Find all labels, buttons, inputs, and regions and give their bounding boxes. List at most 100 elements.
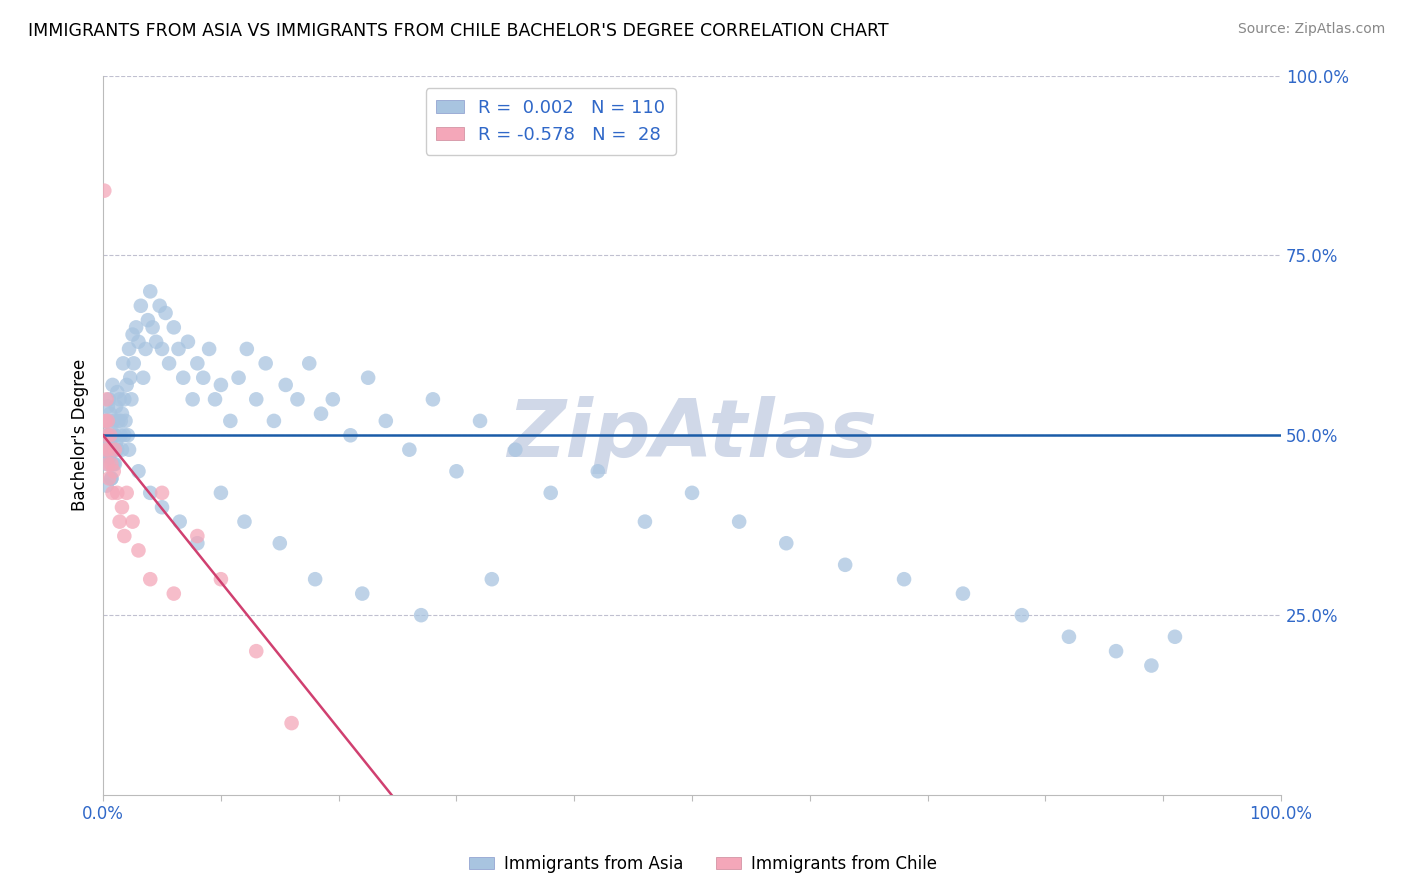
Point bbox=[117, 428, 139, 442]
Point bbox=[127, 543, 149, 558]
Point bbox=[374, 414, 396, 428]
Point bbox=[274, 378, 297, 392]
Point bbox=[93, 184, 115, 198]
Point bbox=[97, 457, 120, 471]
Point bbox=[112, 356, 135, 370]
Point bbox=[121, 327, 143, 342]
Point bbox=[186, 529, 208, 543]
Point bbox=[97, 414, 120, 428]
Y-axis label: Bachelor's Degree: Bachelor's Degree bbox=[72, 359, 89, 511]
Point bbox=[209, 572, 232, 586]
Point bbox=[98, 450, 121, 464]
Point bbox=[94, 414, 117, 428]
Point bbox=[1140, 658, 1163, 673]
Point bbox=[263, 414, 285, 428]
Point bbox=[135, 342, 157, 356]
Point bbox=[105, 400, 128, 414]
Point bbox=[111, 407, 134, 421]
Point bbox=[108, 515, 131, 529]
Point bbox=[121, 515, 143, 529]
Point bbox=[100, 457, 122, 471]
Point bbox=[398, 442, 420, 457]
Point bbox=[233, 515, 256, 529]
Point bbox=[112, 428, 135, 442]
Point bbox=[98, 435, 121, 450]
Point bbox=[304, 572, 326, 586]
Point bbox=[114, 414, 136, 428]
Point bbox=[112, 392, 135, 407]
Point bbox=[103, 464, 125, 478]
Point bbox=[118, 442, 141, 457]
Point bbox=[115, 378, 138, 392]
Point bbox=[322, 392, 344, 407]
Point bbox=[104, 428, 127, 442]
Point bbox=[681, 486, 703, 500]
Point bbox=[104, 457, 127, 471]
Point bbox=[129, 299, 152, 313]
Point bbox=[204, 392, 226, 407]
Point bbox=[586, 464, 609, 478]
Point bbox=[136, 313, 159, 327]
Point bbox=[139, 285, 162, 299]
Point bbox=[193, 370, 215, 384]
Point bbox=[411, 608, 433, 623]
Point bbox=[118, 342, 141, 356]
Point bbox=[505, 442, 527, 457]
Point bbox=[245, 392, 267, 407]
Point bbox=[186, 356, 208, 370]
Point bbox=[100, 421, 122, 435]
Point bbox=[104, 442, 127, 457]
Point bbox=[339, 428, 361, 442]
Point bbox=[1105, 644, 1128, 658]
Point bbox=[219, 414, 242, 428]
Point bbox=[269, 536, 291, 550]
Point bbox=[94, 442, 117, 457]
Point bbox=[1057, 630, 1080, 644]
Point bbox=[245, 644, 267, 658]
Text: ZipAtlas: ZipAtlas bbox=[508, 396, 877, 475]
Point bbox=[177, 334, 200, 349]
Point bbox=[150, 500, 173, 515]
Point bbox=[94, 442, 117, 457]
Point bbox=[540, 486, 562, 500]
Point bbox=[145, 334, 167, 349]
Point bbox=[834, 558, 856, 572]
Point bbox=[150, 486, 173, 500]
Point bbox=[105, 435, 128, 450]
Point bbox=[357, 370, 380, 384]
Point bbox=[167, 342, 190, 356]
Point bbox=[236, 342, 259, 356]
Point bbox=[155, 306, 177, 320]
Point bbox=[280, 716, 302, 731]
Legend: R =  0.002   N = 110, R = -0.578   N =  28: R = 0.002 N = 110, R = -0.578 N = 28 bbox=[426, 88, 676, 155]
Point bbox=[98, 392, 121, 407]
Legend: Immigrants from Asia, Immigrants from Chile: Immigrants from Asia, Immigrants from Ch… bbox=[463, 848, 943, 880]
Point bbox=[209, 378, 232, 392]
Point bbox=[139, 486, 162, 500]
Point bbox=[172, 370, 194, 384]
Point bbox=[115, 486, 138, 500]
Point bbox=[1011, 608, 1033, 623]
Point bbox=[103, 414, 125, 428]
Point bbox=[98, 407, 121, 421]
Point bbox=[209, 486, 232, 500]
Point bbox=[775, 536, 797, 550]
Point bbox=[181, 392, 204, 407]
Point bbox=[446, 464, 468, 478]
Point bbox=[352, 586, 374, 600]
Point bbox=[98, 442, 121, 457]
Point bbox=[157, 356, 180, 370]
Point bbox=[728, 515, 751, 529]
Point bbox=[254, 356, 277, 370]
Point bbox=[107, 414, 129, 428]
Point bbox=[108, 392, 131, 407]
Point bbox=[952, 586, 974, 600]
Point bbox=[111, 442, 134, 457]
Point bbox=[103, 457, 125, 471]
Point bbox=[97, 428, 120, 442]
Point bbox=[198, 342, 221, 356]
Point bbox=[96, 428, 118, 442]
Point bbox=[186, 536, 208, 550]
Point bbox=[111, 500, 134, 515]
Point bbox=[101, 486, 124, 500]
